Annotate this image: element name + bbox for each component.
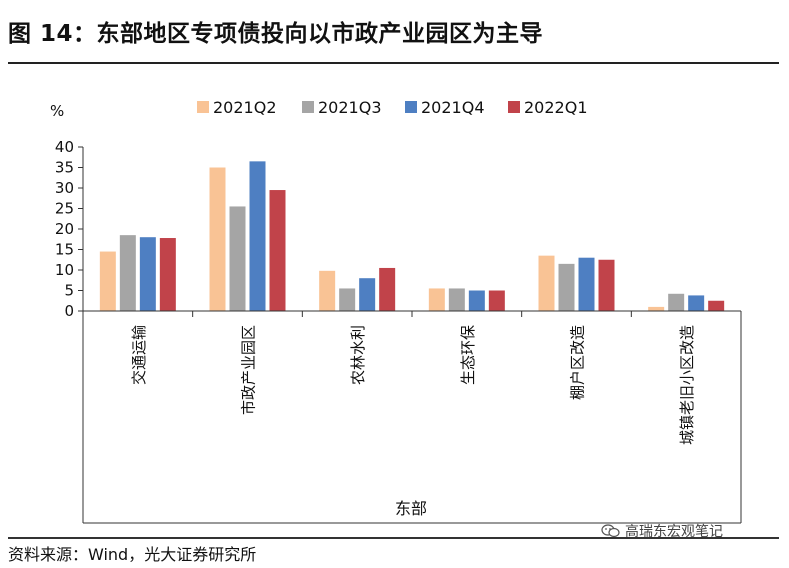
legend-label: 2021Q2: [213, 98, 277, 117]
bar-2021Q2-农林水利: [319, 270, 336, 311]
y-axis: 0 5 10 15 20 25 30 35 40: [55, 138, 83, 320]
bar-2021Q2-城镇老旧小区改造: [648, 306, 665, 311]
bar-2022Q1-城镇老旧小区改造: [708, 300, 725, 311]
footer-divider: [8, 537, 779, 539]
bar-2021Q3-棚户区改造: [558, 263, 575, 311]
bar-2021Q4-市政产业园区: [249, 161, 266, 311]
watermark: 高瑞东宏观笔记: [601, 521, 723, 541]
bar-2021Q2-棚户区改造: [538, 255, 555, 311]
bars: [99, 161, 725, 311]
legend-swatch: [508, 101, 520, 113]
y-tick-label: 20: [55, 220, 74, 238]
legend-swatch: [405, 101, 417, 113]
y-tick-label: 15: [55, 241, 74, 259]
category-label: 生态环保: [459, 325, 477, 385]
bar-2022Q1-生态环保: [488, 290, 505, 311]
bar-2021Q2-交通运输: [99, 251, 116, 311]
legend-label: 2022Q1: [524, 98, 588, 117]
y-tick-label: 40: [55, 138, 74, 156]
bar-2021Q3-市政产业园区: [229, 206, 246, 311]
chart-legend: 2021Q2 2021Q3 2021Q4 2022Q1: [197, 98, 588, 117]
bar-2022Q1-棚户区改造: [598, 259, 615, 311]
x-axis-group-label: 东部: [395, 499, 427, 518]
y-tick-label: 35: [55, 159, 74, 177]
category-label: 市政产业园区: [240, 325, 258, 415]
bar-2021Q3-生态环保: [448, 288, 465, 311]
bar-2021Q3-城镇老旧小区改造: [668, 293, 685, 311]
legend-swatch: [197, 101, 209, 113]
y-tick-label: 10: [55, 261, 74, 279]
category-label: 城镇老旧小区改造: [678, 325, 696, 445]
bar-2021Q3-交通运输: [119, 235, 136, 311]
y-tick-label: 0: [64, 302, 74, 320]
y-tick-label: 25: [55, 200, 74, 218]
legend-label: 2021Q4: [421, 98, 485, 117]
bar-2021Q2-市政产业园区: [209, 167, 226, 311]
category-label: 棚户区改造: [569, 325, 587, 400]
legend-label: 2021Q3: [318, 98, 382, 117]
bar-2021Q4-生态环保: [468, 290, 485, 311]
bar-2022Q1-农林水利: [379, 267, 396, 311]
wechat-icon: [601, 524, 620, 538]
category-labels: 交通运输 市政产业园区 农林水利 生态环保 棚户区改造 城镇老旧小区改造: [130, 311, 696, 445]
watermark-text: 高瑞东宏观笔记: [625, 524, 723, 540]
bar-2021Q3-农林水利: [339, 288, 356, 311]
figure-title: 图 14：东部地区专项债投向以市政产业园区为主导: [8, 21, 544, 47]
bar-2021Q2-生态环保: [428, 288, 445, 311]
bar-2021Q4-棚户区改造: [578, 257, 595, 311]
bar-2021Q4-交通运输: [139, 237, 156, 311]
bar-2021Q4-城镇老旧小区改造: [688, 295, 705, 311]
bar-2021Q4-农林水利: [359, 278, 376, 311]
category-label: 农林水利: [349, 325, 367, 385]
y-tick-label: 5: [64, 282, 74, 300]
y-axis-unit-label: %: [50, 102, 64, 120]
bar-2022Q1-交通运输: [159, 238, 176, 311]
category-label: 交通运输: [130, 325, 148, 385]
y-tick-label: 30: [55, 179, 74, 197]
bar-chart: 2021Q2 2021Q3 2021Q4 2022Q1 % 0 5 10 15 20 25 30 3…: [50, 98, 742, 524]
legend-swatch: [302, 101, 314, 113]
bar-2022Q1-市政产业园区: [269, 190, 286, 311]
source-note: 资料来源：Wind，光大证券研究所: [8, 545, 257, 564]
title-divider: [8, 62, 779, 64]
